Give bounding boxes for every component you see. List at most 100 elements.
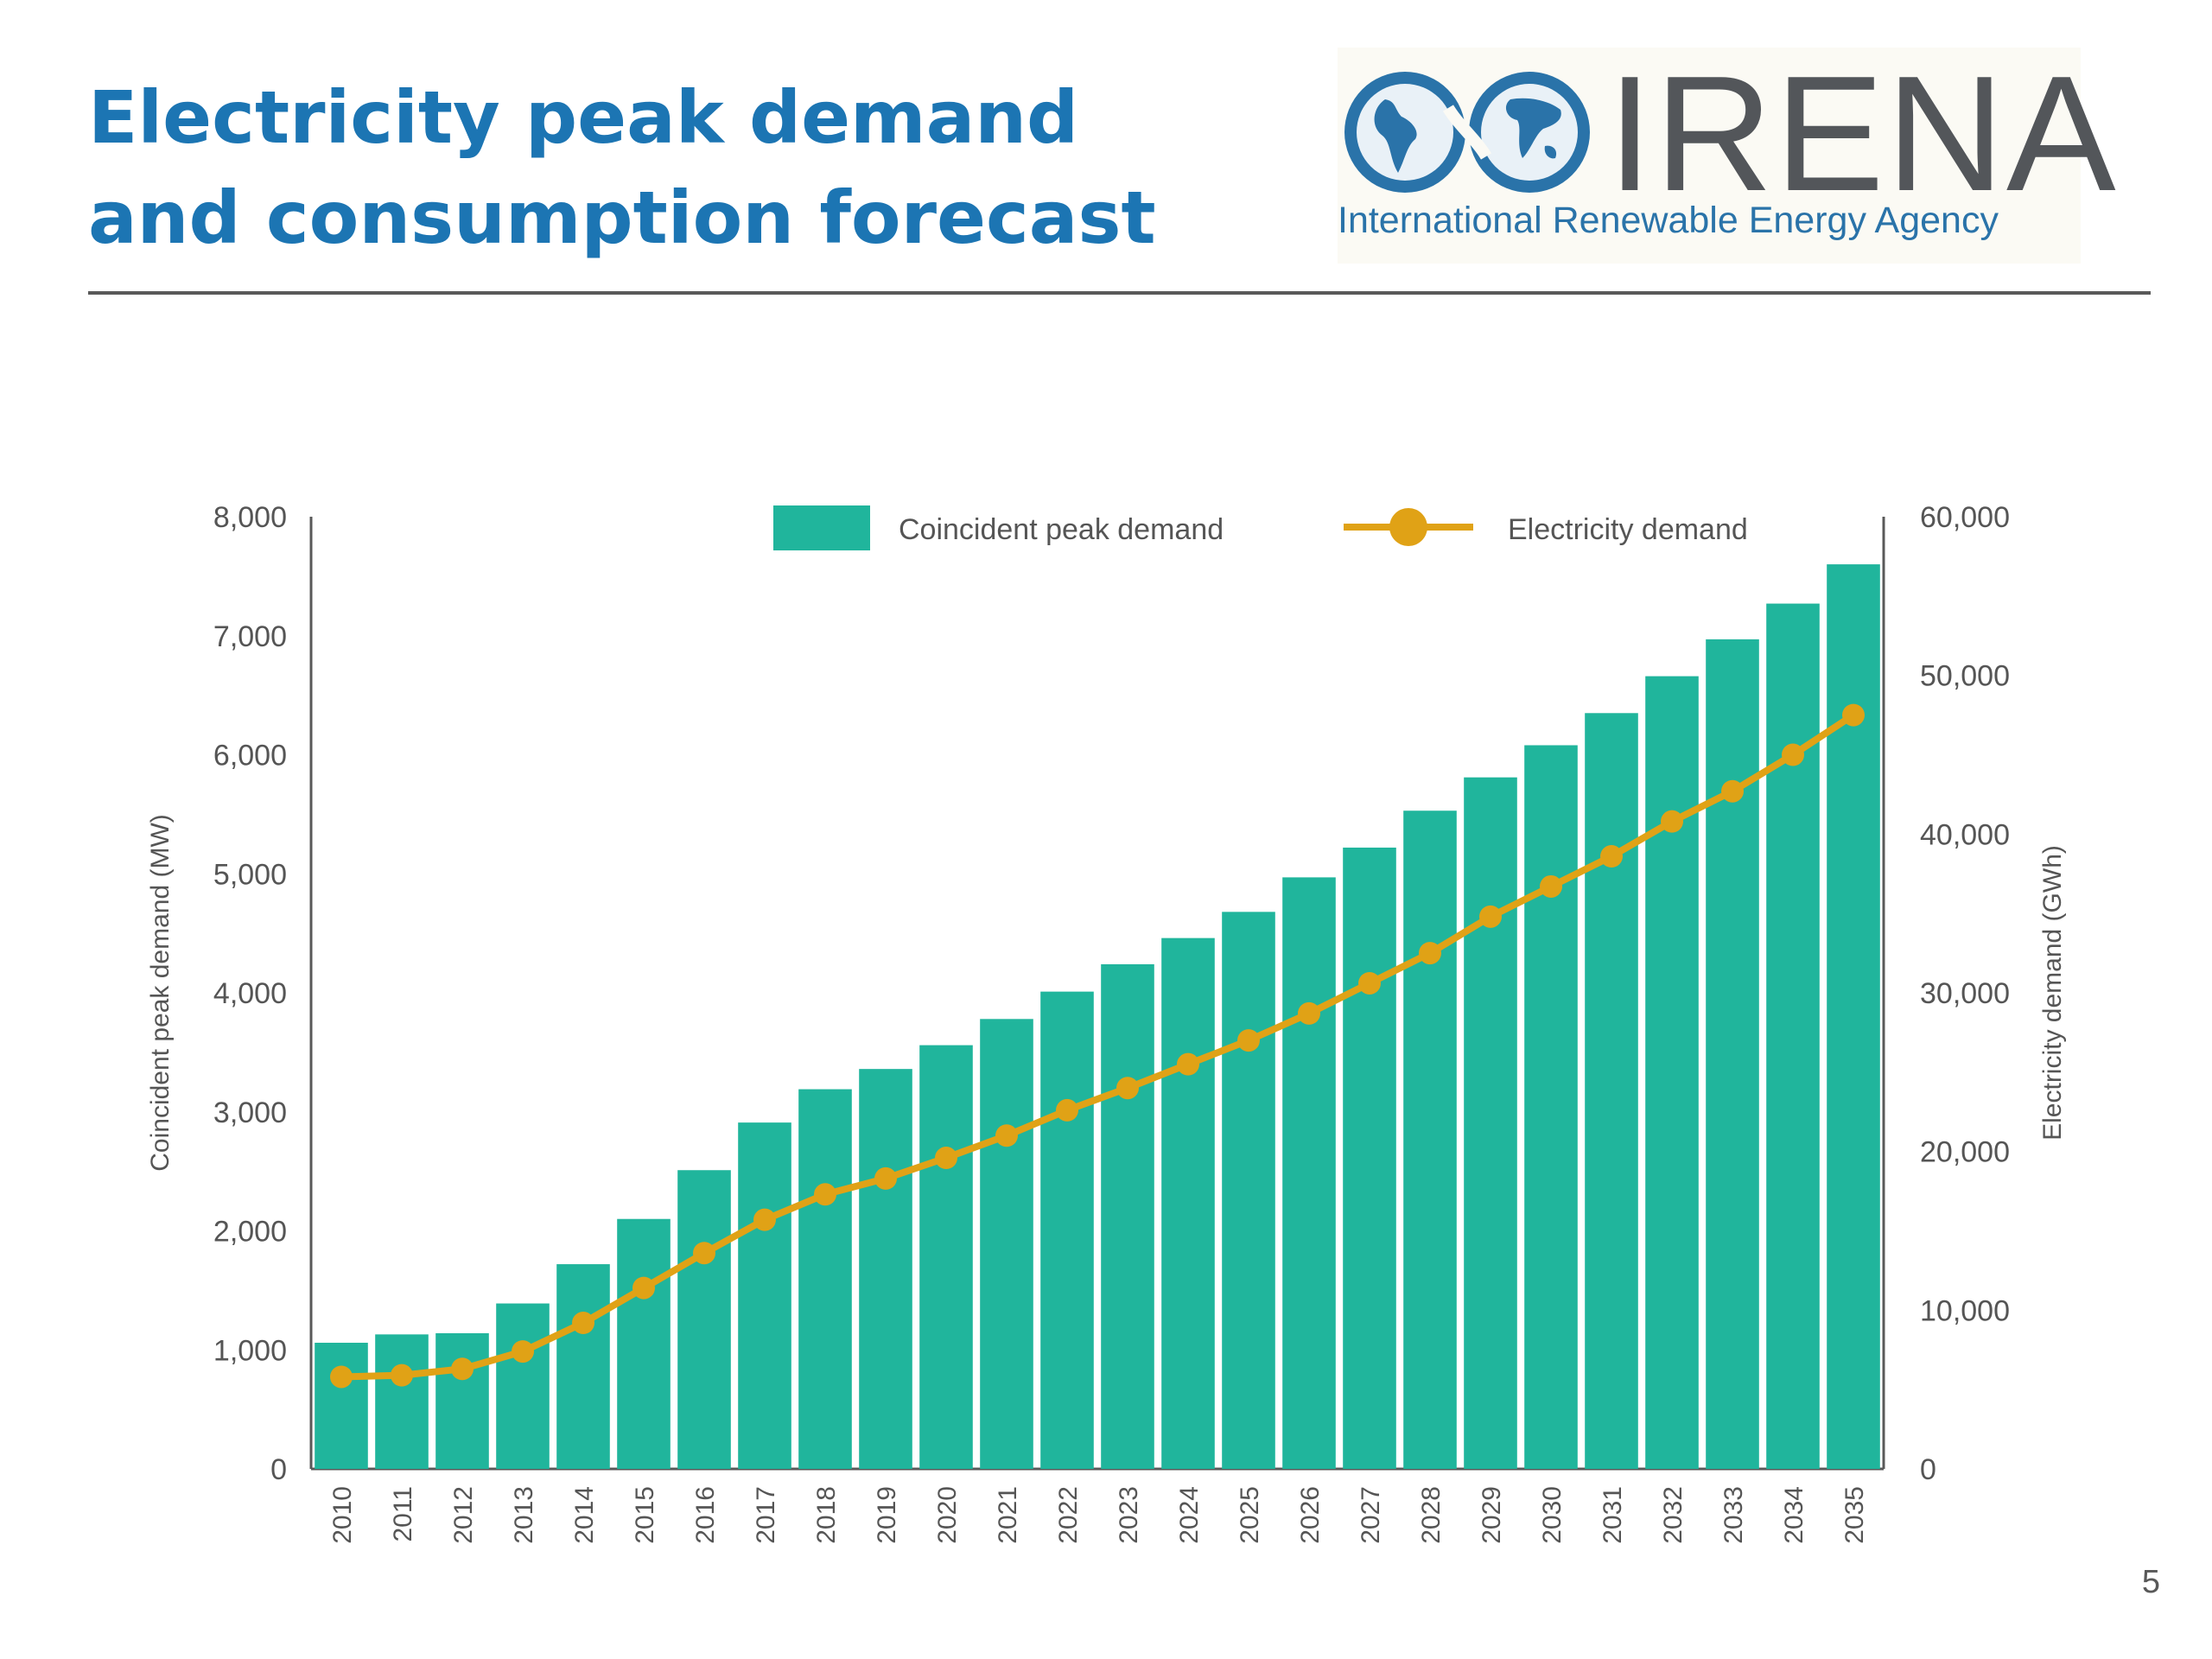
bar-2032 <box>1645 676 1699 1469</box>
electricity-demand-line <box>340 712 1856 1381</box>
bar-2012 <box>435 1332 489 1469</box>
point-2010 <box>330 1365 353 1389</box>
bar-2016 <box>677 1170 731 1469</box>
legend-marker <box>1389 508 1427 546</box>
point-2032 <box>1661 810 1683 833</box>
legend-label-electricity-demand: Electricity demand <box>1508 513 1748 546</box>
x-tick-label: 2035 <box>1840 1486 1869 1544</box>
bar-2031 <box>1585 713 1638 1469</box>
left-tick-label: 1,000 <box>213 1334 287 1367</box>
x-tick-label: 2020 <box>933 1486 962 1544</box>
point-2013 <box>512 1340 534 1363</box>
bar-2017 <box>738 1122 791 1469</box>
right-tick-label: 30,000 <box>1920 977 2010 1010</box>
point-2019 <box>874 1166 897 1190</box>
right-tick-label: 10,000 <box>1920 1294 2010 1327</box>
point-2014 <box>572 1312 594 1335</box>
bar-2035 <box>1827 564 1880 1469</box>
x-tick-label: 2014 <box>570 1486 599 1544</box>
page-number: 5 <box>2141 1564 2160 1600</box>
legend-bar-swatch <box>773 505 870 550</box>
point-2023 <box>1116 1077 1139 1100</box>
x-tick-label: 2024 <box>1175 1486 1204 1544</box>
bar-2029 <box>1464 777 1517 1469</box>
point-2022 <box>1056 1098 1078 1122</box>
x-tick-label: 2032 <box>1659 1486 1688 1544</box>
right-tick-label: 20,000 <box>1920 1136 2010 1169</box>
left-axis-title: Coincident peak demand (MW) <box>146 814 175 1172</box>
left-tick-label: 7,000 <box>213 620 287 653</box>
point-2016 <box>693 1242 715 1265</box>
point-2020 <box>935 1147 957 1170</box>
x-tick-label: 2010 <box>328 1486 357 1544</box>
left-tick-label: 3,000 <box>213 1096 287 1129</box>
point-2033 <box>1721 779 1744 803</box>
left-tick-label: 0 <box>270 1453 287 1486</box>
bar-2034 <box>1766 603 1820 1469</box>
bar-2027 <box>1343 847 1396 1469</box>
bar-2021 <box>980 1019 1033 1469</box>
bar-2033 <box>1706 639 1759 1469</box>
x-tick-label: 2015 <box>631 1486 659 1544</box>
bar-2010 <box>315 1342 368 1469</box>
x-tick-label: 2029 <box>1478 1486 1506 1544</box>
x-tick-label: 2030 <box>1538 1486 1567 1544</box>
point-2028 <box>1419 942 1441 965</box>
x-tick-label: 2028 <box>1417 1486 1446 1544</box>
right-tick-label: 50,000 <box>1920 660 2010 693</box>
bar-2023 <box>1101 963 1154 1469</box>
bar-2022 <box>1040 991 1094 1469</box>
bar-2020 <box>919 1045 973 1469</box>
x-tick-label: 2031 <box>1599 1486 1627 1544</box>
x-tick-label: 2022 <box>1054 1486 1083 1544</box>
logo-subtitle: International Renewable Energy Agency <box>1338 200 1999 241</box>
left-tick-label: 4,000 <box>213 977 287 1010</box>
x-tick-label: 2025 <box>1236 1486 1264 1544</box>
bar-2011 <box>375 1334 429 1469</box>
bar-2024 <box>1161 938 1215 1469</box>
bar-2018 <box>798 1089 852 1469</box>
bar-2019 <box>859 1069 912 1469</box>
x-tick-label: 2027 <box>1357 1486 1385 1544</box>
point-2015 <box>632 1276 655 1300</box>
bar-2030 <box>1524 745 1578 1469</box>
bar-2014 <box>556 1264 610 1469</box>
point-2017 <box>753 1208 776 1231</box>
left-tick-label: 6,000 <box>213 740 287 772</box>
legend-label-peak-demand: Coincident peak demand <box>899 513 1224 546</box>
point-2011 <box>391 1363 413 1387</box>
irena-logo: IRENA International Renewable Energy Age… <box>1338 48 2116 264</box>
left-tick-label: 2,000 <box>213 1216 287 1249</box>
x-tick-label: 2016 <box>691 1486 720 1544</box>
bar-2013 <box>496 1303 550 1469</box>
left-tick-label: 8,000 <box>213 501 287 534</box>
right-tick-label: 60,000 <box>1920 501 2010 534</box>
x-tick-label: 2026 <box>1296 1486 1325 1544</box>
x-tick-label: 2012 <box>449 1486 478 1544</box>
logo-name: IRENA <box>1607 42 2118 226</box>
bar-2025 <box>1222 912 1275 1469</box>
point-2030 <box>1540 874 1562 898</box>
right-tick-label: 40,000 <box>1920 818 2010 851</box>
x-tick-label: 2033 <box>1719 1486 1748 1544</box>
bar-2015 <box>617 1218 671 1469</box>
point-2035 <box>1842 703 1865 727</box>
point-2027 <box>1358 971 1381 995</box>
right-axis-title: Electricity demand (GWh) <box>2038 845 2067 1141</box>
x-tick-label: 2021 <box>994 1486 1022 1544</box>
point-2031 <box>1600 845 1623 868</box>
right-tick-label: 0 <box>1920 1453 1936 1486</box>
point-2024 <box>1177 1052 1199 1076</box>
point-2012 <box>451 1357 474 1381</box>
x-tick-label: 2017 <box>752 1486 780 1544</box>
point-2026 <box>1298 1001 1320 1025</box>
x-tick-label: 2011 <box>389 1486 417 1542</box>
bar-2026 <box>1282 877 1336 1469</box>
title-divider <box>88 291 2151 295</box>
point-2021 <box>995 1124 1018 1147</box>
slide-title: Electricity peak demand and consumption … <box>88 75 1156 260</box>
x-tick-label: 2018 <box>812 1486 841 1544</box>
point-2034 <box>1782 743 1804 766</box>
x-tick-label: 2019 <box>873 1486 901 1544</box>
